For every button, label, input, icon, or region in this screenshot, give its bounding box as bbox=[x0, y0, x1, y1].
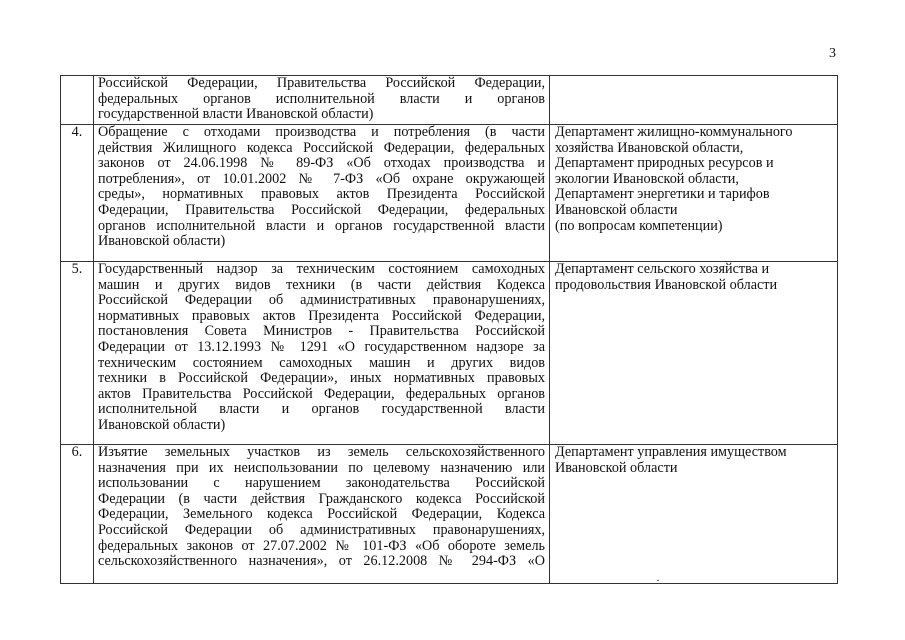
row-number: 6. bbox=[60, 444, 94, 584]
row-number bbox=[60, 75, 94, 125]
description-line: постановления Совета Министров - Правите… bbox=[98, 324, 545, 340]
table-row: 5. Государственный надзор за техническим … bbox=[60, 261, 838, 445]
description-line: потребления», от 10.01.2002 № 7-ФЗ «Об о… bbox=[98, 171, 545, 187]
row-department: Департамент жилищно-коммунального хозяйст… bbox=[549, 124, 838, 262]
department-line: Департамент жилищно-коммунального bbox=[555, 124, 793, 140]
department-line: Департамент сельского хозяйства и bbox=[555, 261, 770, 277]
department-line: Ивановской области bbox=[555, 459, 678, 476]
table-row: Российской Федерации, Правительства Росс… bbox=[60, 75, 838, 125]
department-line: продовольствия Ивановской области bbox=[555, 276, 778, 293]
description-line: техническим состоянием самоходных машин … bbox=[98, 355, 545, 371]
description-line: Федерации (в части действия Гражданского… bbox=[98, 491, 545, 507]
description-line: Обращение с отходами производства и потр… bbox=[98, 125, 545, 140]
department-line: хозяйства Ивановской области, bbox=[555, 139, 744, 156]
description-line: федеральных органов исполнительной власт… bbox=[98, 91, 545, 107]
department-line: экологии Ивановской области, bbox=[555, 170, 739, 187]
row-description: Обращение с отходами производства и потр… bbox=[93, 124, 550, 262]
description-line: органов исполнительной власти и органов … bbox=[98, 218, 545, 234]
description-line: Федерации, Правительства Российской Феде… bbox=[98, 202, 545, 218]
description-line: действия Жилищного кодекса Российской Фе… bbox=[98, 140, 545, 156]
description-line: Федерации от 13.12.1993 № 1291 «О госуда… bbox=[98, 339, 545, 355]
description-line: исполнительной власти и органов государс… bbox=[98, 402, 545, 418]
responsibility-table: Российской Федерации, Правительства Росс… bbox=[60, 75, 838, 584]
department-line: Департамент управления имуществом bbox=[555, 444, 787, 460]
description-line: нормативных правовых актов Президента Ро… bbox=[98, 308, 545, 324]
department-line: Департамент энергетики и тарифов bbox=[555, 186, 770, 203]
description-line: законов от 24.06.1998 № 89-ФЗ «Об отхода… bbox=[98, 156, 545, 172]
scan-speck: · bbox=[656, 573, 660, 587]
description-line: техники в Российской Федерации», иных но… bbox=[98, 371, 545, 387]
page-number: 3 bbox=[829, 46, 836, 61]
description-line: Российской Федерации об административных… bbox=[98, 522, 545, 538]
row-number: 4. bbox=[60, 124, 94, 262]
row-department bbox=[549, 75, 838, 125]
table-row: 6. Изъятие земельных участков из земель с… bbox=[60, 444, 838, 584]
row-department: Департамент управления имуществом Ивановс… bbox=[549, 444, 838, 584]
row-department: Департамент сельского хозяйства и продово… bbox=[549, 261, 838, 445]
description-line: Российской Федерации об административных… bbox=[98, 293, 545, 309]
description-line: федеральных законов от 27.07.2002 № 101-… bbox=[98, 538, 545, 554]
row-description: Российской Федерации, Правительства Росс… bbox=[93, 75, 550, 125]
table-row: 4. Обращение с отходами производства и по… bbox=[60, 124, 838, 262]
description-line: Ивановской области) bbox=[98, 234, 226, 250]
row-description: Государственный надзор за техническим со… bbox=[93, 261, 550, 445]
department-line: Департамент природных ресурсов и bbox=[555, 155, 774, 172]
description-line: Федерации, Земельного кодекса Российской… bbox=[98, 507, 545, 523]
department-line: (по вопросам компетенции) bbox=[555, 217, 723, 234]
row-number: 5. bbox=[60, 261, 94, 445]
description-line: Ивановской области) bbox=[98, 417, 226, 433]
row-description: Изъятие земельных участков из земель сел… bbox=[93, 444, 550, 584]
description-line: сельскохозяйственного назначения», от 26… bbox=[98, 554, 545, 570]
description-line: актов Правительства Российской Федерации… bbox=[98, 386, 545, 402]
description-line: машин и других видов техники (в части де… bbox=[98, 277, 545, 293]
description-line: Государственный надзор за техническим со… bbox=[98, 262, 545, 277]
description-line: среды», нормативных правовых актов Прези… bbox=[98, 187, 545, 203]
description-line: назначения при их неиспользовании по цел… bbox=[98, 460, 545, 476]
description-line: Российской Федерации, Правительства Росс… bbox=[98, 76, 545, 91]
department-line: Ивановской области bbox=[555, 201, 678, 218]
description-line: государственной власти Ивановской област… bbox=[98, 107, 374, 123]
description-line: Изъятие земельных участков из земель сел… bbox=[98, 445, 545, 460]
description-line: использовании с нарушением законодательс… bbox=[98, 476, 545, 492]
